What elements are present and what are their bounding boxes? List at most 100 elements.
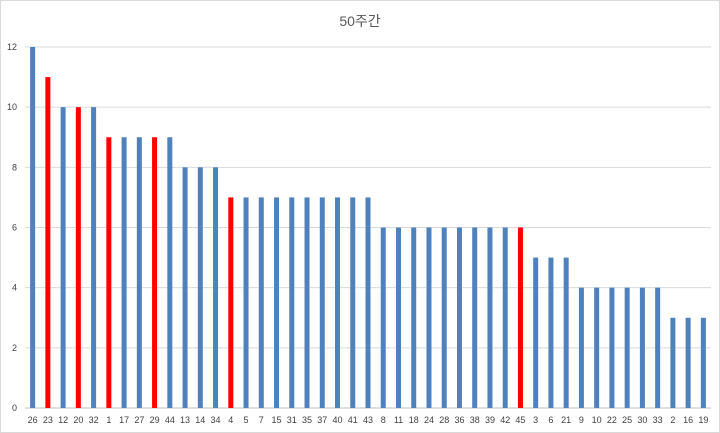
x-tick-label: 14 (195, 415, 205, 425)
bar-34 (213, 167, 219, 408)
x-tick-label: 38 (470, 415, 480, 425)
x-axis-ticks: 26 23 12 20 32 1 17 27 29 44 13 14 34 4 5 7 15 31 35 37 40 41… (28, 415, 709, 425)
y-tick-label: 0 (12, 403, 17, 413)
bar-1 (106, 137, 112, 408)
x-tick-label: 22 (607, 415, 617, 425)
bar-17 (121, 137, 127, 408)
x-tick-label: 13 (180, 415, 190, 425)
x-tick-label: 42 (500, 415, 510, 425)
x-tick-label: 27 (134, 415, 144, 425)
bar-26 (30, 47, 36, 408)
y-tick-label: 2 (12, 343, 17, 353)
x-tick-label: 11 (394, 415, 403, 425)
y-tick-label: 4 (12, 283, 17, 293)
bar-2 (670, 317, 676, 408)
bar-19 (700, 317, 706, 408)
x-tick-label: 35 (302, 415, 312, 425)
bar-20 (75, 107, 81, 409)
bar-9 (578, 287, 584, 408)
x-tick-label: 40 (333, 415, 343, 425)
bar-38 (472, 227, 478, 408)
x-tick-label: 12 (58, 415, 68, 425)
x-tick-label: 5 (244, 415, 249, 425)
x-tick-label: 18 (409, 415, 419, 425)
y-tick-label: 6 (12, 223, 17, 233)
y-tick-label: 8 (12, 162, 17, 172)
x-tick-label: 33 (653, 415, 663, 425)
bar-40 (335, 197, 341, 408)
bar-3 (533, 257, 539, 408)
bar-23 (45, 77, 51, 408)
bar-44 (167, 137, 173, 408)
bar-43 (365, 197, 371, 408)
x-tick-label: 28 (439, 415, 449, 425)
bar-11 (395, 227, 401, 408)
x-tick-label: 2 (670, 415, 675, 425)
bar-13 (182, 167, 188, 408)
x-tick-label: 9 (579, 415, 584, 425)
x-tick-label: 6 (548, 415, 553, 425)
x-tick-label: 26 (28, 415, 38, 425)
x-tick-label: 20 (73, 415, 83, 425)
x-tick-label: 36 (454, 415, 464, 425)
bar-32 (91, 107, 97, 409)
bar-29 (152, 137, 158, 408)
y-axis-ticks: 0 2 4 6 8 10 12 (7, 42, 17, 413)
x-tick-label: 25 (622, 415, 632, 425)
y-tick-label: 10 (7, 102, 17, 112)
bar-27 (136, 137, 142, 408)
bar-5 (243, 197, 249, 408)
x-tick-label: 3 (533, 415, 538, 425)
x-tick-label: 29 (150, 415, 160, 425)
x-tick-label: 23 (43, 415, 53, 425)
bar-21 (563, 257, 569, 408)
bar-36 (456, 227, 462, 408)
x-tick-label: 31 (287, 415, 297, 425)
x-tick-label: 32 (89, 415, 99, 425)
bars (30, 47, 706, 409)
x-tick-label: 44 (165, 415, 175, 425)
bar-22 (609, 287, 615, 408)
bar-15 (274, 197, 280, 408)
x-tick-label: 45 (515, 415, 525, 425)
bar-16 (685, 317, 691, 408)
bar-18 (411, 227, 417, 408)
x-tick-label: 34 (211, 415, 221, 425)
bar-12 (60, 107, 66, 409)
bar-7 (258, 197, 264, 408)
chart-title: 50주간 (339, 13, 380, 29)
x-tick-label: 24 (424, 415, 434, 425)
bar-8 (380, 227, 386, 408)
x-tick-label: 19 (698, 415, 708, 425)
bar-30 (639, 287, 645, 408)
bar-35 (304, 197, 310, 408)
bar-33 (655, 287, 661, 408)
bar-39 (487, 227, 493, 408)
x-tick-label: 41 (348, 415, 358, 425)
bar-31 (289, 197, 295, 408)
bar-37 (319, 197, 325, 408)
bar-28 (441, 227, 447, 408)
bar-45 (517, 227, 523, 408)
x-tick-label: 10 (592, 415, 602, 425)
x-tick-label: 21 (561, 415, 571, 425)
x-tick-label: 8 (381, 415, 386, 425)
x-tick-label: 37 (317, 415, 327, 425)
bar-25 (624, 287, 630, 408)
x-tick-label: 15 (272, 415, 282, 425)
y-tick-label: 12 (7, 42, 17, 52)
x-tick-label: 4 (228, 415, 233, 425)
x-tick-label: 30 (637, 415, 647, 425)
x-tick-label: 17 (119, 415, 129, 425)
bar-10 (594, 287, 600, 408)
bar-24 (426, 227, 432, 408)
x-tick-label: 1 (106, 415, 111, 425)
bar-14 (197, 167, 203, 408)
x-tick-label: 16 (683, 415, 693, 425)
x-tick-label: 39 (485, 415, 495, 425)
x-tick-label: 43 (363, 415, 373, 425)
bar-42 (502, 227, 508, 408)
bar-41 (350, 197, 356, 408)
